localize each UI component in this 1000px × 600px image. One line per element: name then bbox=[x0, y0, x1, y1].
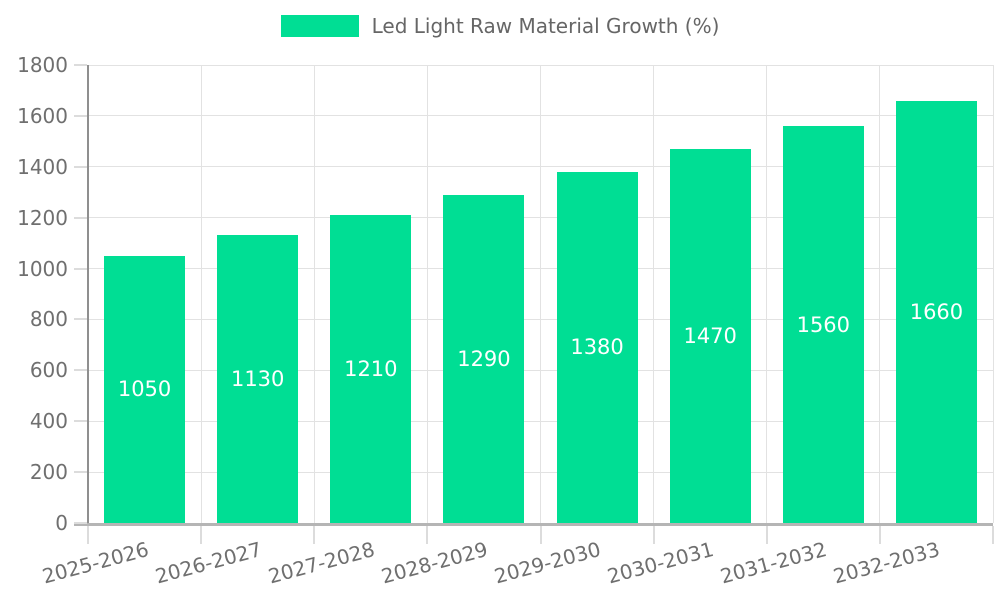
y-axis-label: 800 bbox=[29, 307, 68, 332]
bar[interactable]: 1560 bbox=[782, 126, 864, 523]
bar-value-label: 1380 bbox=[570, 335, 624, 360]
x-axis-label: 2027-2028 bbox=[265, 537, 378, 589]
gridline-vertical bbox=[879, 65, 881, 523]
bar[interactable]: 1130 bbox=[217, 235, 299, 523]
y-axis-label: 1600 bbox=[17, 103, 68, 128]
x-axis-label: 2028-2029 bbox=[378, 537, 491, 589]
bar-value-label: 1050 bbox=[117, 377, 172, 402]
legend-swatch bbox=[280, 15, 359, 37]
gridline-vertical bbox=[653, 65, 655, 523]
y-axis-tick bbox=[74, 369, 87, 372]
y-axis-tick bbox=[74, 522, 87, 524]
gridline-vertical bbox=[426, 65, 428, 523]
gridline-vertical bbox=[313, 65, 315, 523]
x-axis-tick bbox=[765, 526, 768, 544]
y-axis-line bbox=[87, 65, 89, 523]
bar[interactable]: 1050 bbox=[104, 255, 186, 523]
y-axis-tick bbox=[74, 165, 87, 168]
bar[interactable]: 1470 bbox=[669, 148, 751, 523]
gridline-vertical bbox=[540, 65, 541, 523]
bar[interactable]: 1290 bbox=[443, 194, 525, 523]
legend-label: Led Light Raw Material Growth (%) bbox=[371, 14, 720, 38]
gridline-vertical bbox=[766, 65, 768, 523]
y-axis-tick bbox=[74, 64, 87, 67]
x-axis-label: 2032-2033 bbox=[831, 537, 943, 589]
bar[interactable]: 1210 bbox=[330, 215, 412, 523]
x-axis-label: 2031-2032 bbox=[718, 537, 830, 589]
x-axis-label: 2025-2026 bbox=[39, 537, 151, 589]
y-axis-label: 1200 bbox=[17, 205, 68, 230]
bar-value-label: 1290 bbox=[457, 346, 511, 371]
bar-value-label: 1210 bbox=[344, 357, 398, 382]
x-axis-tick bbox=[652, 526, 655, 544]
y-axis-label: 0 bbox=[55, 511, 68, 535]
y-axis-label: 1400 bbox=[17, 154, 68, 179]
y-axis-tick bbox=[74, 471, 87, 474]
bar[interactable]: 1380 bbox=[556, 171, 638, 523]
y-axis-tick bbox=[74, 318, 87, 321]
x-axis-tick bbox=[878, 526, 881, 544]
y-axis-tick bbox=[74, 216, 87, 219]
legend[interactable]: Led Light Raw Material Growth (%) bbox=[0, 14, 1000, 38]
y-axis-label: 600 bbox=[29, 358, 68, 383]
x-axis-label: 2029-2030 bbox=[491, 537, 604, 589]
gridline-vertical bbox=[200, 65, 202, 523]
y-axis-tick bbox=[74, 114, 87, 117]
x-axis-label: 2030-2031 bbox=[604, 537, 717, 589]
x-axis-line bbox=[74, 523, 993, 526]
y-axis-tick bbox=[74, 420, 87, 423]
bar-value-label: 1660 bbox=[909, 299, 964, 324]
gridline-vertical bbox=[992, 65, 994, 523]
x-axis-label: 2026-2027 bbox=[152, 537, 264, 589]
y-axis-label: 1800 bbox=[17, 53, 68, 77]
x-axis-tick bbox=[992, 526, 994, 544]
bar-value-label: 1560 bbox=[796, 312, 851, 337]
y-axis-label: 200 bbox=[29, 460, 68, 485]
y-axis-tick bbox=[74, 267, 87, 270]
bar-value-label: 1470 bbox=[683, 323, 737, 348]
bar[interactable]: 1660 bbox=[895, 100, 977, 523]
x-axis-tick bbox=[313, 526, 316, 544]
x-axis-tick bbox=[426, 526, 429, 544]
x-axis-tick bbox=[200, 526, 203, 544]
x-axis-tick bbox=[539, 526, 542, 544]
y-axis-label: 1000 bbox=[17, 256, 68, 281]
bar-value-label: 1130 bbox=[230, 367, 285, 392]
plot-area: 1050 1130 1210 1290 1380 1470 1560 1660 0 200 400… bbox=[17, 53, 994, 588]
x-axis-tick bbox=[87, 526, 89, 544]
y-axis-label: 400 bbox=[29, 409, 68, 434]
